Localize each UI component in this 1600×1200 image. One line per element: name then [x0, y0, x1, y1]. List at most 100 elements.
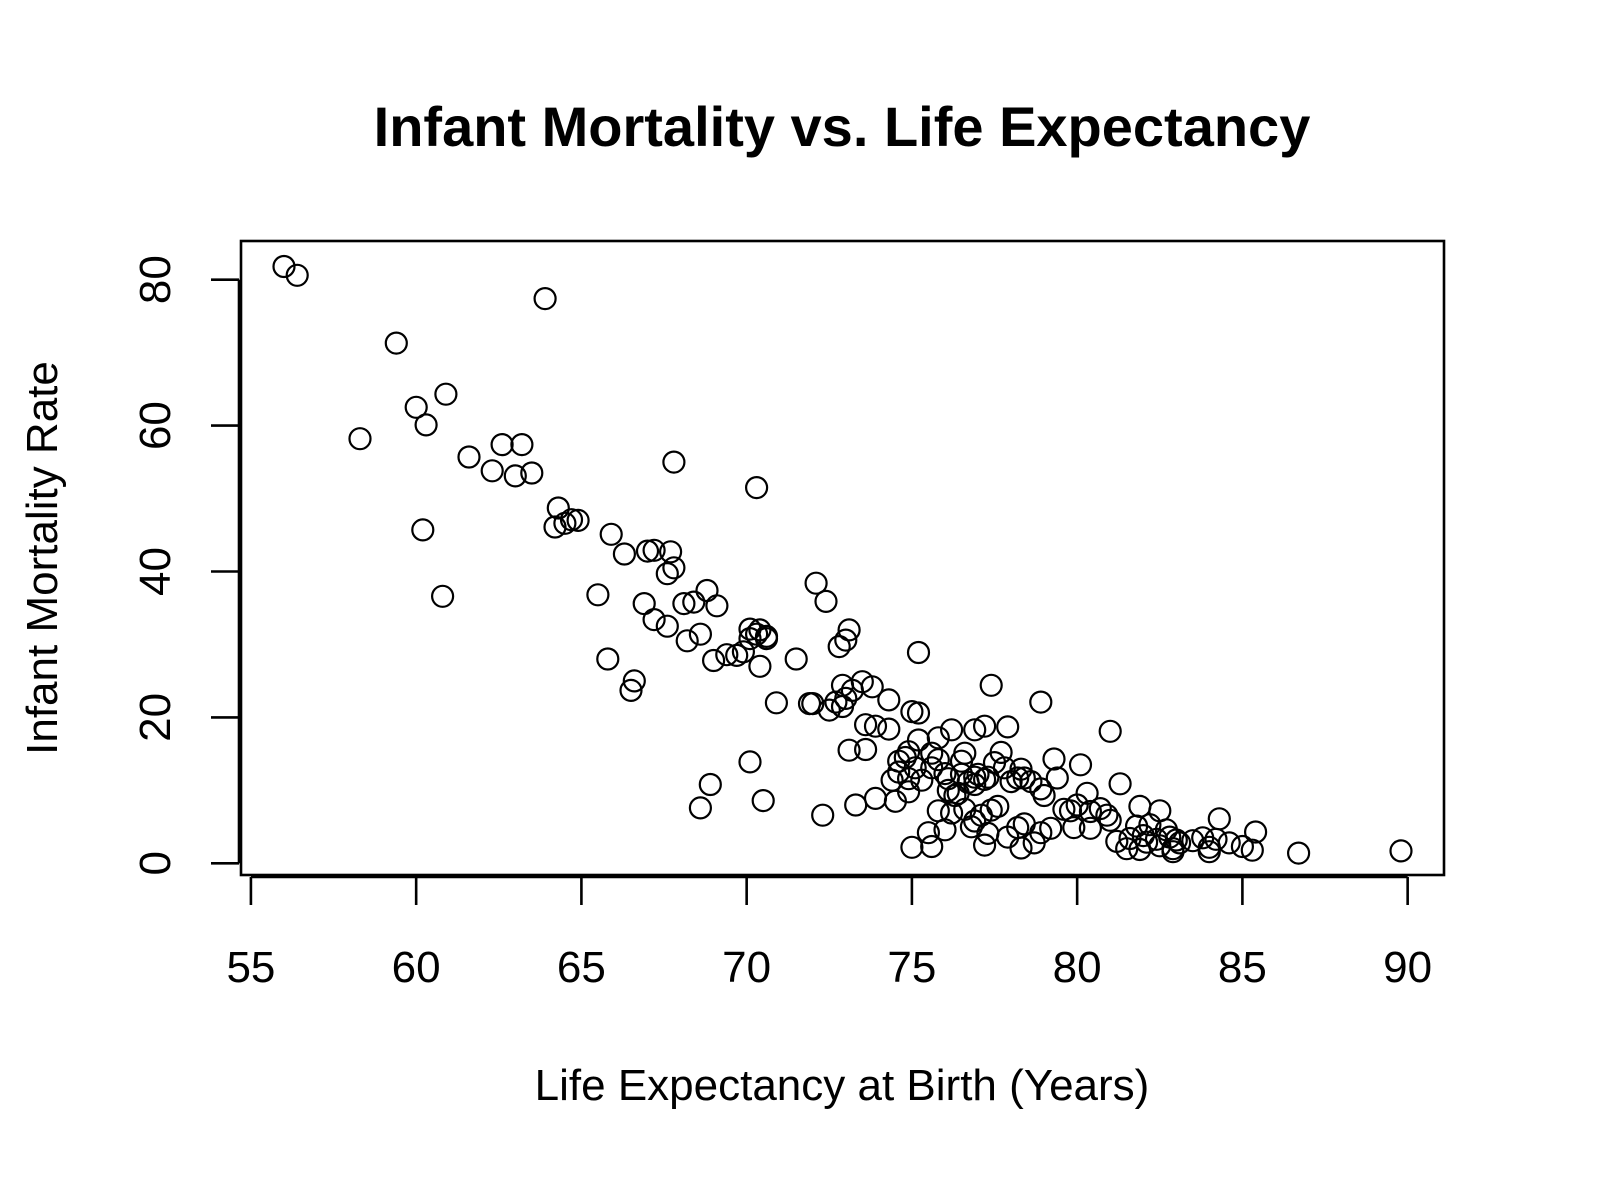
y-tick-label: 80	[131, 255, 180, 304]
data-point	[675, 629, 699, 653]
data-point	[1042, 747, 1066, 771]
y-axis: 0 20 40 60 80	[131, 255, 241, 876]
data-point	[1068, 753, 1093, 777]
data-point	[559, 508, 584, 532]
data-point	[272, 254, 296, 279]
data-point	[883, 789, 908, 813]
data-point	[1078, 799, 1103, 824]
data-point	[853, 713, 878, 737]
data-point	[920, 741, 944, 765]
data-point	[586, 583, 610, 607]
data-point	[1134, 830, 1159, 854]
data-point	[348, 427, 372, 451]
data-point	[906, 640, 931, 665]
data-point	[695, 578, 719, 603]
data-point	[1095, 803, 1119, 827]
data-point	[748, 654, 772, 678]
data-point	[701, 648, 726, 673]
data-point	[953, 741, 977, 765]
data-point	[903, 756, 927, 780]
data-point	[1240, 838, 1264, 862]
data-point	[1167, 831, 1192, 855]
data-point	[979, 673, 1003, 697]
data-point	[510, 433, 534, 457]
data-point	[1078, 816, 1103, 840]
data-point	[863, 786, 888, 811]
data-point	[688, 796, 713, 820]
data-point	[1217, 831, 1241, 855]
data-point	[1389, 839, 1413, 863]
data-point	[827, 634, 851, 659]
data-point	[431, 584, 455, 608]
data-point	[599, 522, 623, 546]
data-point	[963, 809, 987, 833]
data-point	[834, 686, 858, 711]
x-tick-label: 65	[557, 943, 606, 992]
data-point	[916, 821, 941, 845]
y-axis-title: Infant Mortality Rate	[18, 361, 67, 755]
data-point	[1148, 799, 1172, 823]
data-point	[480, 459, 504, 483]
y-tick-label: 20	[131, 693, 180, 742]
x-axis: 55 60 65 70 75 80 85 90	[226, 875, 1432, 992]
data-point	[972, 767, 997, 792]
data-point	[1286, 841, 1311, 865]
data-point	[738, 750, 762, 774]
x-tick-label: 75	[887, 943, 936, 992]
y-tick-label: 60	[131, 401, 180, 450]
data-point	[1207, 807, 1231, 831]
data-point	[612, 542, 637, 566]
data-point	[642, 538, 666, 562]
data-point	[1197, 840, 1221, 864]
data-point	[933, 818, 957, 842]
data-point	[688, 622, 713, 646]
data-point	[939, 801, 964, 825]
y-tick-label: 40	[131, 547, 180, 596]
data-point	[936, 778, 960, 803]
data-point	[744, 476, 769, 500]
data-point	[1032, 783, 1056, 808]
data-point	[817, 698, 841, 722]
data-point	[705, 594, 729, 618]
data-point	[844, 793, 868, 817]
data-point	[963, 765, 987, 789]
data-point	[996, 715, 1020, 739]
data-point	[751, 788, 775, 813]
data-point	[877, 688, 901, 712]
data-point	[619, 678, 643, 703]
x-tick-label: 60	[392, 943, 441, 992]
data-point	[457, 445, 481, 469]
data-point	[754, 624, 779, 649]
data-point	[503, 464, 527, 488]
data-point	[814, 589, 838, 614]
data-point	[811, 803, 835, 827]
data-point	[682, 590, 706, 614]
data-point	[1029, 690, 1053, 714]
data-point	[642, 607, 666, 632]
data-point	[877, 717, 901, 741]
data-point	[414, 413, 438, 437]
data-point	[655, 562, 679, 586]
data-point	[853, 737, 878, 762]
data-point	[1230, 834, 1255, 859]
data-point	[715, 643, 739, 667]
data-point	[1164, 828, 1188, 852]
data-point	[1012, 812, 1036, 836]
data-point	[566, 508, 590, 533]
x-tick-label: 80	[1053, 943, 1102, 992]
data-point	[1062, 815, 1086, 840]
data-point	[662, 450, 686, 474]
data-point	[404, 395, 428, 419]
data-point	[804, 571, 828, 595]
data-point	[434, 382, 458, 406]
x-tick-label: 55	[226, 943, 275, 992]
data-point	[784, 647, 808, 671]
plot-area-frame	[239, 239, 1446, 877]
data-point	[662, 556, 686, 580]
data-point	[384, 331, 408, 355]
data-point	[672, 591, 696, 616]
data-point	[744, 622, 769, 646]
data-point	[863, 714, 888, 738]
data-point	[1098, 719, 1122, 743]
